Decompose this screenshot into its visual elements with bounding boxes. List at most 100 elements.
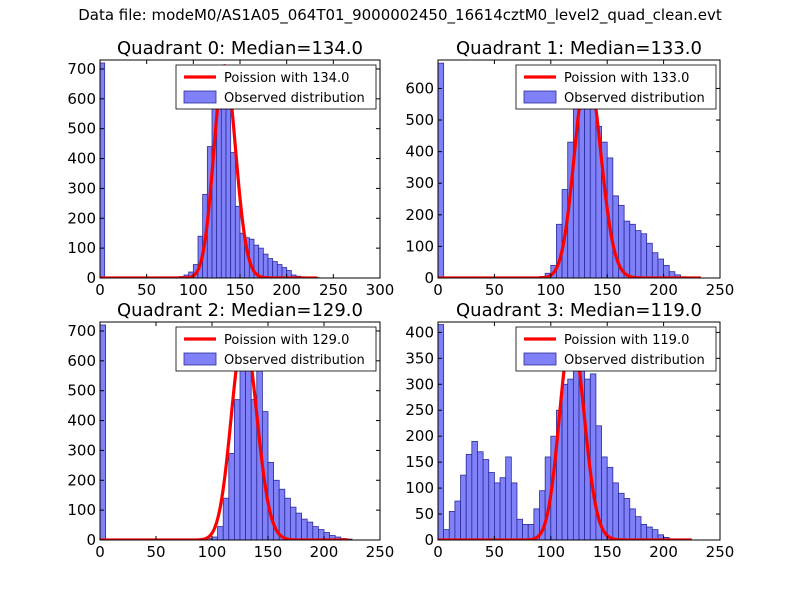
y-tick-label: 100 xyxy=(67,239,96,257)
x-tick-label: 0 xyxy=(95,281,105,299)
y-tick-label: 200 xyxy=(405,206,434,224)
histogram-bar xyxy=(635,230,642,278)
histogram-bar xyxy=(284,497,291,540)
y-tick-label: 700 xyxy=(67,60,96,78)
panel-title: Quadrant 1: Median=133.0 xyxy=(456,38,702,59)
x-tick-label: 250 xyxy=(706,543,735,561)
x-tick-label: 150 xyxy=(254,543,283,561)
y-tick-label: 200 xyxy=(405,427,434,445)
y-tick-label: 600 xyxy=(67,352,96,370)
axes-frame xyxy=(99,321,381,541)
y-tick-label: 200 xyxy=(67,471,96,489)
histogram-bar xyxy=(623,498,631,540)
axes-frame xyxy=(437,321,721,541)
plot-area xyxy=(100,324,353,540)
poisson-fit-line xyxy=(438,67,702,278)
x-tick-label: 100 xyxy=(536,281,565,299)
histogram-bar xyxy=(239,342,246,540)
histogram-bar xyxy=(477,451,484,540)
histogram-bar xyxy=(663,264,670,278)
y-tick-label: 150 xyxy=(405,453,434,471)
histogram-bar xyxy=(295,512,302,540)
histogram-bar xyxy=(629,508,636,540)
legend-label-poisson: Poission with 133.0 xyxy=(564,71,689,86)
panel-title: Quadrant 3: Median=119.0 xyxy=(456,300,702,321)
histogram-bar xyxy=(471,440,478,540)
plot-area xyxy=(438,62,702,278)
y-tick-label: 300 xyxy=(67,179,96,197)
y-tick-label: 350 xyxy=(405,349,434,367)
legend-label-poisson: Poission with 134.0 xyxy=(224,71,349,86)
histogram-bar xyxy=(499,477,507,540)
histogram-bar xyxy=(301,518,308,540)
histogram-bar xyxy=(222,497,230,540)
histogram-bar xyxy=(438,62,445,278)
histogram-bar xyxy=(276,264,283,278)
histogram-bar xyxy=(640,524,648,540)
x-tick-label: 0 xyxy=(433,543,443,561)
histogram-bar xyxy=(448,511,456,540)
y-tick-label: 400 xyxy=(405,323,434,341)
legend-bar-swatch xyxy=(183,90,217,104)
histogram-bar xyxy=(488,472,495,540)
histogram-bar xyxy=(228,452,235,540)
legend-label-observed: Observed distribution xyxy=(224,91,365,106)
panel-title: Quadrant 2: Median=129.0 xyxy=(117,300,363,321)
y-tick-label: 0 xyxy=(86,269,96,287)
histogram-bar xyxy=(272,261,278,278)
x-tick-label: 100 xyxy=(536,543,565,561)
histogram-bar xyxy=(651,252,659,278)
y-tick-label: 600 xyxy=(405,79,434,97)
histogram-bar xyxy=(289,506,297,540)
x-tick-label: 150 xyxy=(226,281,255,299)
x-tick-label: 50 xyxy=(137,281,156,299)
histogram-bar xyxy=(438,324,445,540)
quadrant-0-panel: 0 50 100 150 200 250 300 0 100 200 300 400 500 600 700… xyxy=(67,38,394,299)
legend: Poission with 133.0 Observed distribution xyxy=(515,64,717,110)
y-tick-label: 400 xyxy=(405,143,434,161)
legend-bar-swatch xyxy=(523,90,557,104)
histogram-bar xyxy=(267,258,274,278)
x-tick-label: 100 xyxy=(198,543,227,561)
histogram-bar xyxy=(262,253,269,278)
x-tick-label: 0 xyxy=(95,543,105,561)
x-tick-label: 200 xyxy=(649,543,678,561)
histogram-bar xyxy=(465,453,473,540)
legend: Poission with 134.0 Observed distribution xyxy=(175,64,377,110)
histogram-bar xyxy=(306,521,314,540)
y-tick-label: 0 xyxy=(424,269,434,287)
legend-label-observed: Observed distribution xyxy=(564,353,705,368)
histogram-bar xyxy=(561,383,569,540)
histogram-bar xyxy=(589,373,597,540)
histogram-bar xyxy=(454,500,461,540)
histogram-bar xyxy=(522,524,529,540)
histogram-bar xyxy=(258,247,264,278)
histogram-bar xyxy=(623,220,631,278)
x-tick-label: 200 xyxy=(272,281,301,299)
quadrant-3-panel: 0 50 100 150 200 250 0 50 100 150 200 250 300 350 400 Q… xyxy=(405,300,734,561)
poisson-fit-line xyxy=(100,64,319,278)
plot-area xyxy=(100,62,320,278)
histogram-bar xyxy=(510,482,518,540)
x-tick-label: 250 xyxy=(366,543,395,561)
legend-label-observed: Observed distribution xyxy=(564,91,705,106)
y-tick-label: 200 xyxy=(67,209,96,227)
histogram-bar xyxy=(612,482,619,540)
legend-label-poisson: Poission with 129.0 xyxy=(224,333,349,348)
y-tick-label: 300 xyxy=(405,375,434,393)
histogram-bar xyxy=(646,526,653,540)
quadrant-2-panel: 0 50 100 150 200 250 0 100 200 300 400 500 600 700 Qua… xyxy=(67,300,394,561)
histogram-bar xyxy=(278,488,286,540)
histogram-bar xyxy=(493,482,501,540)
histogram-bar xyxy=(606,466,614,540)
y-tick-label: 250 xyxy=(405,401,434,419)
y-tick-label: 100 xyxy=(405,479,434,497)
histogram-bar xyxy=(217,526,224,540)
x-tick-label: 150 xyxy=(593,543,622,561)
x-tick-label: 50 xyxy=(485,543,504,561)
legend-bar-swatch xyxy=(523,352,557,366)
histogram-bar xyxy=(230,152,236,278)
histogram-bar xyxy=(618,492,625,540)
histogram-bar xyxy=(657,258,665,278)
